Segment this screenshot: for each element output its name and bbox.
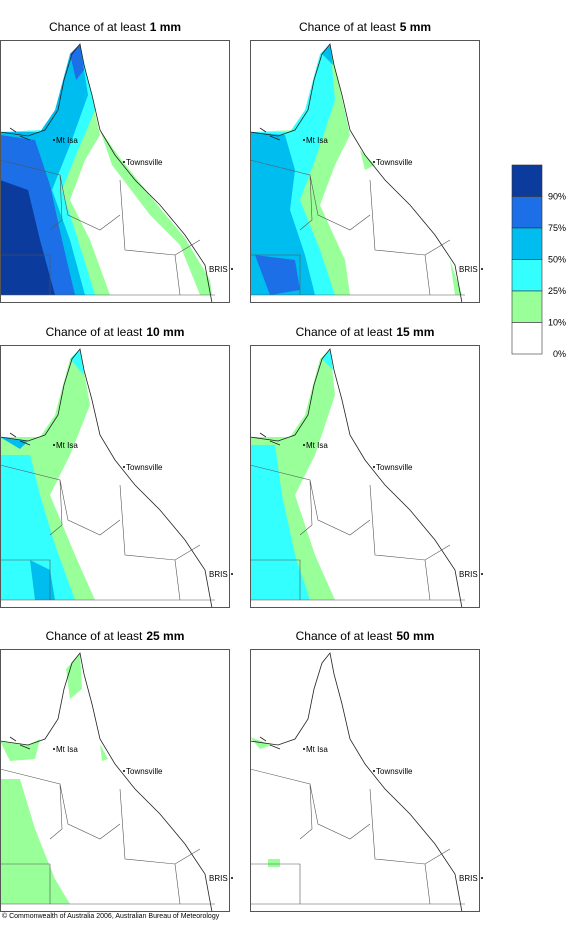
place-label: BRIS — [209, 570, 228, 579]
place-label: Mt Isa — [56, 441, 78, 450]
place-dot — [303, 139, 305, 141]
panel-title: Chance of at least 1 mm — [49, 20, 181, 34]
place-dot — [303, 748, 305, 750]
place-label: Townsville — [126, 158, 163, 167]
legend-label: 75% — [548, 223, 566, 233]
title-text: Chance of at least — [299, 20, 396, 34]
legend-label: 50% — [548, 255, 566, 265]
place-dot — [231, 877, 233, 879]
title-amount: 15 mm — [396, 325, 434, 339]
legend-swatch — [511, 290, 543, 323]
legend-swatch — [511, 322, 543, 355]
place-dot — [373, 161, 375, 163]
place-label: Mt Isa — [56, 745, 78, 754]
title-amount: 25 mm — [146, 629, 184, 643]
legend-swatch — [511, 164, 543, 197]
title-text: Chance of at least — [296, 325, 393, 339]
map-panel — [249, 649, 480, 913]
place-label: Townsville — [376, 767, 413, 776]
map-panel — [0, 345, 230, 609]
place-dot — [53, 139, 55, 141]
title-text: Chance of at least — [296, 629, 393, 643]
panel-title: Chance of at least 15 mm — [296, 325, 435, 339]
legend-label: 90% — [548, 192, 566, 202]
legend-swatch — [511, 227, 543, 260]
place-label: Mt Isa — [56, 136, 78, 145]
legend-swatch — [511, 196, 543, 229]
place-label: Townsville — [376, 463, 413, 472]
place-dot — [303, 444, 305, 446]
place-dot — [481, 268, 483, 270]
panel-title: Chance of at least 50 mm — [296, 629, 435, 643]
place-label: Mt Isa — [306, 745, 328, 754]
place-dot — [481, 877, 483, 879]
place-label: Townsville — [126, 463, 163, 472]
title-text: Chance of at least — [46, 325, 143, 339]
place-dot — [373, 770, 375, 772]
place-label: BRIS — [459, 570, 478, 579]
panel-title: Chance of at least 5 mm — [299, 20, 431, 34]
legend-swatch — [511, 259, 543, 292]
map-panel — [0, 40, 230, 304]
footer: © Commonwealth of Australia 2006, Austra… — [2, 912, 220, 920]
place-label: Mt Isa — [306, 441, 328, 450]
place-label: BRIS — [459, 265, 478, 274]
map-panel — [0, 649, 230, 913]
title-text: Chance of at least — [46, 629, 143, 643]
place-dot — [123, 770, 125, 772]
place-dot — [53, 748, 55, 750]
place-label: BRIS — [459, 874, 478, 883]
legend-label: 25% — [548, 286, 566, 296]
title-amount: 1 mm — [150, 20, 181, 34]
title-amount: 5 mm — [400, 20, 431, 34]
legend-label: 0% — [553, 349, 566, 359]
panel-title: Chance of at least 25 mm — [46, 629, 185, 643]
place-label: Townsville — [126, 767, 163, 776]
place-dot — [123, 466, 125, 468]
title-text: Chance of at least — [49, 20, 146, 34]
place-dot — [481, 573, 483, 575]
place-label: Mt Isa — [306, 136, 328, 145]
map-panel — [249, 345, 480, 609]
place-dot — [53, 444, 55, 446]
title-amount: 50 mm — [396, 629, 434, 643]
panel-title: Chance of at least 10 mm — [46, 325, 185, 339]
place-dot — [231, 573, 233, 575]
place-label: Townsville — [376, 158, 413, 167]
place-dot — [373, 466, 375, 468]
map-panel — [249, 40, 480, 304]
title-amount: 10 mm — [146, 325, 184, 339]
place-dot — [231, 268, 233, 270]
legend-label: 10% — [548, 318, 566, 328]
place-label: BRIS — [209, 265, 228, 274]
place-dot — [123, 161, 125, 163]
place-label: BRIS — [209, 874, 228, 883]
